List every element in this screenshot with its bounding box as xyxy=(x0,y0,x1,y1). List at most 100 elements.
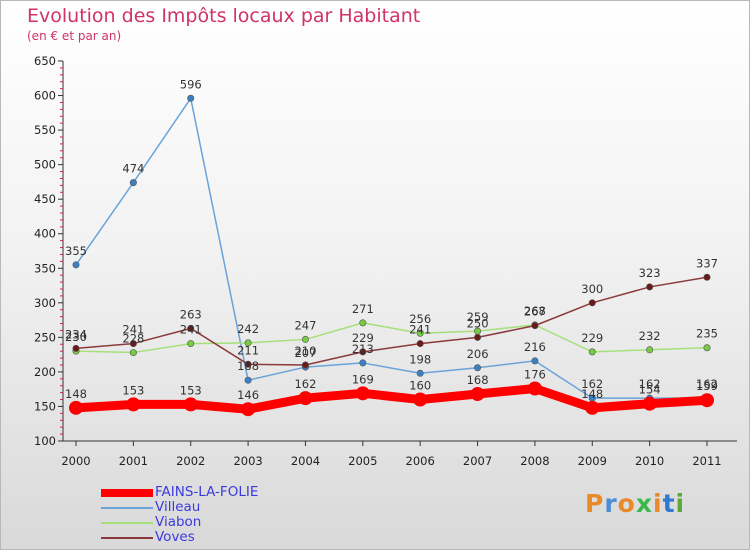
data-point xyxy=(129,340,137,348)
data-point xyxy=(359,348,367,356)
x-tick-label: 2002 xyxy=(176,454,205,468)
data-label: 337 xyxy=(696,256,718,270)
y-tick-label: 450 xyxy=(34,192,56,206)
data-label: 169 xyxy=(352,372,374,386)
data-label: 198 xyxy=(409,352,431,366)
data-point xyxy=(474,364,482,372)
data-label: 263 xyxy=(180,307,202,321)
data-label: 355 xyxy=(65,244,87,258)
legend-swatch xyxy=(101,537,153,539)
data-point xyxy=(416,369,424,377)
data-label: 206 xyxy=(467,347,489,361)
data-point xyxy=(531,322,539,330)
data-label: 210 xyxy=(294,344,316,358)
x-tick-label: 2007 xyxy=(463,454,492,468)
data-point xyxy=(126,397,141,412)
data-point xyxy=(72,344,80,352)
data-label: 207 xyxy=(294,346,316,360)
data-point xyxy=(187,324,195,332)
legend-item-viabon: Viabon xyxy=(101,514,341,530)
data-point xyxy=(355,386,370,401)
data-point xyxy=(129,349,137,357)
x-tick-label: 2008 xyxy=(520,454,549,468)
data-label: 159 xyxy=(696,379,718,393)
chart-subtitle: (en € et par an) xyxy=(27,29,122,43)
data-label: 176 xyxy=(524,367,546,381)
data-label: 213 xyxy=(352,342,374,356)
y-tick-label: 650 xyxy=(34,54,56,68)
legend-item-villeau: Villeau xyxy=(101,499,341,515)
data-label: 230 xyxy=(65,330,87,344)
logo-letter: P xyxy=(585,489,605,518)
data-label: 232 xyxy=(639,329,661,343)
data-point xyxy=(298,391,313,406)
data-point xyxy=(301,335,309,343)
legend-label: Voves xyxy=(155,529,195,545)
logo-letter: r xyxy=(604,489,618,518)
legend-label: Viabon xyxy=(155,514,202,530)
data-label: 148 xyxy=(581,387,603,401)
x-tick-label: 2000 xyxy=(61,454,90,468)
data-label: 146 xyxy=(237,388,259,402)
y-tick-label: 300 xyxy=(34,296,56,310)
data-point xyxy=(646,283,654,291)
data-label: 229 xyxy=(352,331,374,345)
data-point xyxy=(703,273,711,281)
y-tick-label: 500 xyxy=(34,158,56,172)
data-label: 148 xyxy=(65,387,87,401)
data-point xyxy=(244,339,252,347)
data-point xyxy=(588,348,596,356)
legend-label: FAINS-LA-FOLIE xyxy=(155,484,259,500)
logo-letter: o xyxy=(617,489,636,518)
data-label: 168 xyxy=(467,373,489,387)
series-line-viabon xyxy=(75,322,708,354)
data-label: 268 xyxy=(524,304,546,318)
x-tick-label: 2005 xyxy=(348,454,377,468)
data-point xyxy=(588,299,596,307)
data-label: 241 xyxy=(180,323,202,337)
data-label: 162 xyxy=(639,377,661,391)
proxiti-logo: Proxiti xyxy=(585,489,685,518)
data-label: 474 xyxy=(122,162,144,176)
data-point xyxy=(413,392,428,407)
logo-letter: t xyxy=(662,489,676,518)
data-label: 259 xyxy=(467,310,489,324)
y-tick-label: 400 xyxy=(34,227,56,241)
data-label: 162 xyxy=(294,377,316,391)
data-point xyxy=(244,360,252,368)
series-line-voves xyxy=(75,276,708,366)
data-point xyxy=(301,361,309,369)
x-tick-label: 2004 xyxy=(291,454,320,468)
data-point xyxy=(531,357,539,365)
data-point xyxy=(244,376,252,384)
data-point xyxy=(187,340,195,348)
data-label: 162 xyxy=(581,377,603,391)
data-label: 235 xyxy=(696,327,718,341)
x-tick-label: 2010 xyxy=(635,454,664,468)
data-label: 256 xyxy=(409,312,431,326)
y-tick-label: 550 xyxy=(34,123,56,137)
data-label: 300 xyxy=(581,282,603,296)
data-label: 228 xyxy=(122,332,144,346)
data-point xyxy=(129,179,137,187)
y-tick-label: 250 xyxy=(34,330,56,344)
legend-swatch xyxy=(101,489,153,497)
data-label: 241 xyxy=(409,323,431,337)
x-tick-label: 2001 xyxy=(119,454,148,468)
legend-swatch xyxy=(101,522,153,524)
data-label: 596 xyxy=(180,77,202,91)
data-point xyxy=(642,396,657,411)
data-label: 267 xyxy=(524,305,546,319)
data-point xyxy=(646,346,654,354)
data-point xyxy=(416,340,424,348)
x-tick-label: 2011 xyxy=(692,454,721,468)
data-label: 271 xyxy=(352,302,374,316)
logo-letter: i xyxy=(675,489,686,518)
data-label: 241 xyxy=(122,323,144,337)
x-tick-label: 2006 xyxy=(406,454,435,468)
data-label: 216 xyxy=(524,340,546,354)
chart-title: Evolution des Impôts locaux par Habitant xyxy=(27,5,421,27)
data-label: 229 xyxy=(581,331,603,345)
